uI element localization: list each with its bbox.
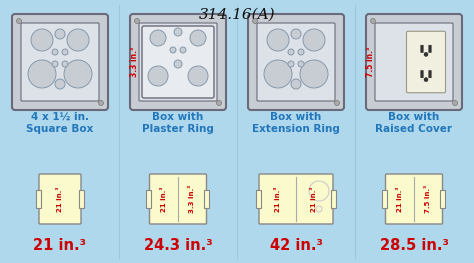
Bar bbox=[383, 190, 388, 208]
Circle shape bbox=[190, 30, 206, 46]
FancyBboxPatch shape bbox=[257, 23, 335, 101]
Text: 4 x 1½ in.
Square Box: 4 x 1½ in. Square Box bbox=[27, 112, 94, 134]
Circle shape bbox=[28, 60, 56, 88]
Text: 28.5 in.³: 28.5 in.³ bbox=[380, 237, 448, 252]
Text: 42 in.³: 42 in.³ bbox=[270, 237, 322, 252]
Text: Box with
Raised Cover: Box with Raised Cover bbox=[375, 112, 453, 134]
FancyBboxPatch shape bbox=[21, 23, 99, 101]
Circle shape bbox=[148, 66, 168, 86]
Bar bbox=[79, 190, 84, 208]
Text: 3.3 in.³: 3.3 in.³ bbox=[189, 185, 195, 213]
Circle shape bbox=[267, 29, 289, 51]
FancyBboxPatch shape bbox=[12, 14, 108, 110]
Circle shape bbox=[52, 49, 58, 55]
FancyBboxPatch shape bbox=[39, 174, 81, 224]
Circle shape bbox=[62, 61, 68, 67]
Text: Box with
Plaster Ring: Box with Plaster Ring bbox=[142, 112, 214, 134]
Circle shape bbox=[99, 100, 103, 105]
Bar bbox=[256, 190, 261, 208]
Circle shape bbox=[288, 49, 294, 55]
Text: 314.16(A): 314.16(A) bbox=[199, 8, 275, 22]
Circle shape bbox=[174, 28, 182, 36]
Text: 21 in.³: 21 in.³ bbox=[311, 186, 317, 212]
FancyBboxPatch shape bbox=[429, 45, 431, 53]
Circle shape bbox=[52, 61, 58, 67]
Circle shape bbox=[300, 60, 328, 88]
Text: 21 in.³: 21 in.³ bbox=[397, 186, 403, 212]
Text: 7.5 in.³: 7.5 in.³ bbox=[366, 47, 375, 77]
Circle shape bbox=[453, 100, 457, 105]
Circle shape bbox=[291, 29, 301, 39]
Bar bbox=[440, 190, 446, 208]
FancyBboxPatch shape bbox=[149, 174, 207, 224]
Circle shape bbox=[55, 29, 65, 39]
FancyBboxPatch shape bbox=[421, 45, 423, 53]
Circle shape bbox=[174, 60, 182, 68]
Circle shape bbox=[264, 60, 292, 88]
Circle shape bbox=[64, 60, 92, 88]
FancyBboxPatch shape bbox=[407, 31, 446, 93]
Circle shape bbox=[253, 18, 257, 23]
Circle shape bbox=[67, 29, 89, 51]
Text: Box with
Extension Ring: Box with Extension Ring bbox=[252, 112, 340, 134]
Circle shape bbox=[335, 100, 339, 105]
FancyBboxPatch shape bbox=[248, 14, 344, 110]
Circle shape bbox=[371, 18, 375, 23]
Circle shape bbox=[424, 52, 428, 56]
Circle shape bbox=[217, 100, 221, 105]
FancyBboxPatch shape bbox=[142, 26, 214, 98]
FancyBboxPatch shape bbox=[429, 70, 431, 78]
FancyBboxPatch shape bbox=[421, 70, 423, 78]
Circle shape bbox=[62, 49, 68, 55]
Text: 3.3 in.³: 3.3 in.³ bbox=[130, 47, 139, 77]
Text: 21 in.³: 21 in.³ bbox=[34, 237, 86, 252]
Text: 7.5 in.³: 7.5 in.³ bbox=[425, 185, 431, 213]
Text: 21 in.³: 21 in.³ bbox=[275, 186, 281, 212]
Text: 24.3 in.³: 24.3 in.³ bbox=[144, 237, 212, 252]
Circle shape bbox=[170, 47, 176, 53]
Circle shape bbox=[31, 29, 53, 51]
Circle shape bbox=[424, 78, 428, 82]
Text: 21 in.³: 21 in.³ bbox=[57, 186, 63, 212]
Circle shape bbox=[291, 79, 301, 89]
FancyBboxPatch shape bbox=[130, 14, 226, 110]
Circle shape bbox=[303, 29, 325, 51]
Bar bbox=[331, 190, 336, 208]
Circle shape bbox=[150, 30, 166, 46]
FancyBboxPatch shape bbox=[366, 14, 462, 110]
FancyBboxPatch shape bbox=[259, 174, 333, 224]
Circle shape bbox=[180, 47, 186, 53]
Circle shape bbox=[135, 18, 139, 23]
Circle shape bbox=[288, 61, 294, 67]
FancyBboxPatch shape bbox=[375, 23, 453, 101]
Circle shape bbox=[55, 79, 65, 89]
Circle shape bbox=[298, 61, 304, 67]
Bar bbox=[204, 190, 210, 208]
Circle shape bbox=[298, 49, 304, 55]
FancyBboxPatch shape bbox=[385, 174, 443, 224]
Text: 21 in.³: 21 in.³ bbox=[161, 186, 167, 212]
Bar bbox=[146, 190, 152, 208]
Circle shape bbox=[188, 66, 208, 86]
FancyBboxPatch shape bbox=[139, 23, 217, 101]
Bar bbox=[36, 190, 41, 208]
Circle shape bbox=[17, 18, 21, 23]
